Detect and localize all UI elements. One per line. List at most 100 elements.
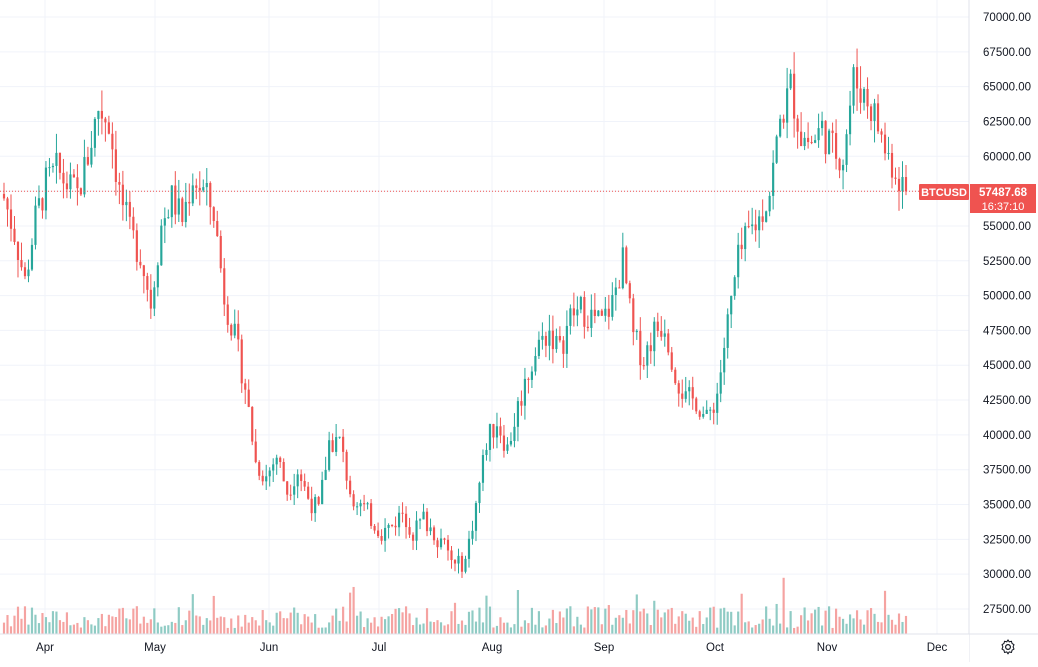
- candle: [401, 502, 404, 523]
- candle: [272, 458, 275, 482]
- candle: [265, 464, 268, 491]
- volume-bar: [265, 620, 268, 634]
- candle: [831, 122, 834, 153]
- volume-bar: [901, 621, 904, 634]
- volume-bar: [163, 625, 166, 634]
- candle: [205, 168, 208, 206]
- candle: [216, 210, 219, 237]
- price-tick-label: 27500.00: [983, 604, 1031, 616]
- candle: [380, 529, 383, 545]
- volume-bar: [527, 623, 530, 634]
- volume-bar: [429, 621, 432, 634]
- volume-bar: [562, 617, 565, 634]
- candle: [149, 274, 152, 319]
- volume-bar: [453, 602, 457, 634]
- volume-bar: [653, 600, 656, 634]
- candle: [251, 406, 254, 446]
- candle: [779, 114, 782, 138]
- volume-bar: [93, 625, 96, 634]
- candle: [460, 552, 464, 578]
- candle: [415, 511, 418, 551]
- volume-bar: [758, 623, 761, 634]
- candle: [37, 185, 41, 209]
- candle: [604, 296, 607, 322]
- candle: [901, 161, 904, 209]
- candle: [674, 367, 677, 385]
- volume-bar: [446, 624, 450, 634]
- gear-icon[interactable]: [996, 636, 1020, 658]
- volume-bar: [695, 626, 698, 634]
- volume-bar: [845, 623, 848, 634]
- price-tick-label: 52500.00: [983, 256, 1031, 268]
- volume-bar: [593, 607, 596, 634]
- volume-bar: [195, 615, 198, 634]
- month-label: Dec: [927, 642, 948, 654]
- candle: [436, 537, 439, 558]
- time-axis-panel[interactable]: [0, 634, 969, 662]
- volume-bar: [153, 608, 156, 634]
- volume-bar: [307, 616, 310, 634]
- candle: [100, 90, 103, 135]
- candle: [125, 189, 128, 222]
- volume-bar: [775, 603, 778, 634]
- candle: [397, 505, 401, 537]
- volume-bar: [471, 610, 474, 634]
- candle: [83, 139, 86, 198]
- candle: [502, 424, 506, 458]
- volume-bar: [824, 610, 827, 634]
- volume-bar: [569, 606, 572, 634]
- candle: [422, 503, 425, 520]
- candle: [453, 559, 457, 572]
- candle: [184, 182, 187, 228]
- candle: [897, 166, 901, 211]
- volume-bar: [345, 621, 348, 634]
- volume-bar: [16, 606, 20, 634]
- volume-bar: [76, 622, 79, 634]
- candle: [366, 501, 369, 510]
- volume-bar: [744, 622, 747, 634]
- volume-bar: [404, 606, 408, 634]
- volume-bar: [478, 607, 481, 634]
- volume-bar: [209, 620, 212, 634]
- candle: [212, 206, 215, 228]
- candle: [576, 296, 579, 327]
- candle: [754, 209, 757, 242]
- volume-bar: [765, 606, 768, 634]
- candle: [342, 429, 345, 463]
- volume-bar: [65, 612, 69, 634]
- volume-bar: [492, 627, 495, 634]
- volume-bar: [100, 613, 103, 634]
- volume-bar: [572, 626, 575, 634]
- volume-bar: [597, 607, 600, 634]
- volume-bar: [349, 592, 352, 634]
- volume-bar: [869, 608, 873, 634]
- volume-bar: [279, 611, 282, 634]
- candle: [569, 304, 572, 335]
- volume-bar: [530, 607, 533, 634]
- candle: [695, 396, 698, 415]
- volume-bar: [160, 626, 163, 634]
- price-axis-panel[interactable]: [969, 0, 1038, 662]
- candle: [747, 210, 750, 229]
- candle: [432, 525, 436, 545]
- candle: [541, 322, 544, 350]
- gear-icon-svg: [1001, 639, 1015, 655]
- volume-bar: [55, 611, 58, 634]
- candle: [656, 312, 659, 338]
- candle: [90, 131, 93, 168]
- candles: [2, 48, 908, 578]
- volume-bar: [352, 586, 355, 634]
- volume-bar: [751, 627, 754, 634]
- candle: [618, 279, 621, 289]
- volume-bar: [541, 627, 544, 634]
- candle: [684, 376, 687, 403]
- candle: [153, 281, 156, 317]
- volume-bar: [394, 608, 397, 634]
- volume-bar: [317, 627, 320, 634]
- volume-bar: [118, 608, 121, 634]
- volume-bar: [803, 607, 806, 634]
- candle: [807, 122, 810, 149]
- candle: [307, 481, 310, 500]
